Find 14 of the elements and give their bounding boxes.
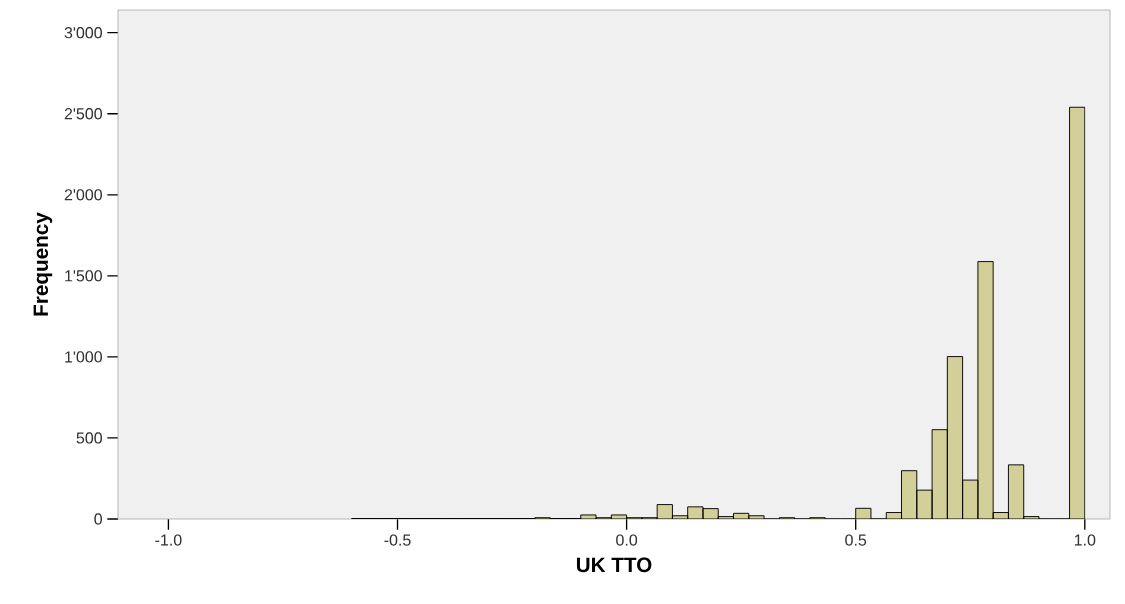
y-axis-title: Frequency <box>33 212 53 316</box>
x-tick-label: -1.0 <box>155 534 182 546</box>
x-tick-label: 0.5 <box>845 534 867 546</box>
y-tick-label: 2'000 <box>64 189 102 201</box>
y-tick-label: 0 <box>94 513 103 525</box>
y-tick-label: 500 <box>76 432 102 444</box>
y-tick-label: 2'500 <box>64 108 102 120</box>
x-tick-label: 1.0 <box>1074 534 1096 546</box>
x-axis-title: UK TTO <box>576 557 652 573</box>
y-tick-label: 3'000 <box>64 27 102 39</box>
x-tick-label: 0.0 <box>616 534 638 546</box>
x-tick-label: -0.5 <box>384 534 411 546</box>
y-tick-label: 1'000 <box>65 351 102 363</box>
y-tick-label: 1'500 <box>65 270 102 282</box>
